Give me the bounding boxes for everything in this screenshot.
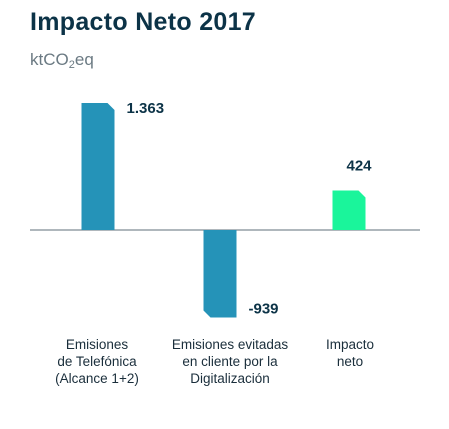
value-label-2: 424 xyxy=(346,157,372,174)
bar-0 xyxy=(81,103,115,230)
category-label-line: Emisiones evitadas xyxy=(171,337,289,352)
value-label-0: 1.363 xyxy=(127,100,165,117)
category-label-line: neto xyxy=(336,354,364,369)
category-label-0: Emisiones de Telefónica (Alcance 1+2) xyxy=(27,336,167,387)
category-label-1: Emisiones evitadas en cliente por la Digit… xyxy=(160,336,300,387)
category-label-line: Digitalización xyxy=(190,371,270,386)
category-label-line: de Telefónica xyxy=(57,354,137,369)
unit-subscript: 2 xyxy=(68,59,75,71)
category-label-2: Impacto neto xyxy=(280,336,420,370)
value-label-1: -939 xyxy=(249,300,279,317)
category-label-line: Emisiones xyxy=(65,337,129,352)
unit-suffix: eq xyxy=(74,50,94,69)
category-label-line: en cliente por la xyxy=(182,354,278,369)
bar-2 xyxy=(332,190,366,230)
bar-1 xyxy=(203,230,237,318)
chart-title: Impacto Neto 2017 xyxy=(30,8,257,36)
chart-unit-label: ktCO2eq xyxy=(30,50,94,71)
category-label-line: (Alcance 1+2) xyxy=(55,371,139,386)
category-label-line: Impacto xyxy=(325,337,375,352)
unit-prefix: ktCO xyxy=(30,50,69,69)
